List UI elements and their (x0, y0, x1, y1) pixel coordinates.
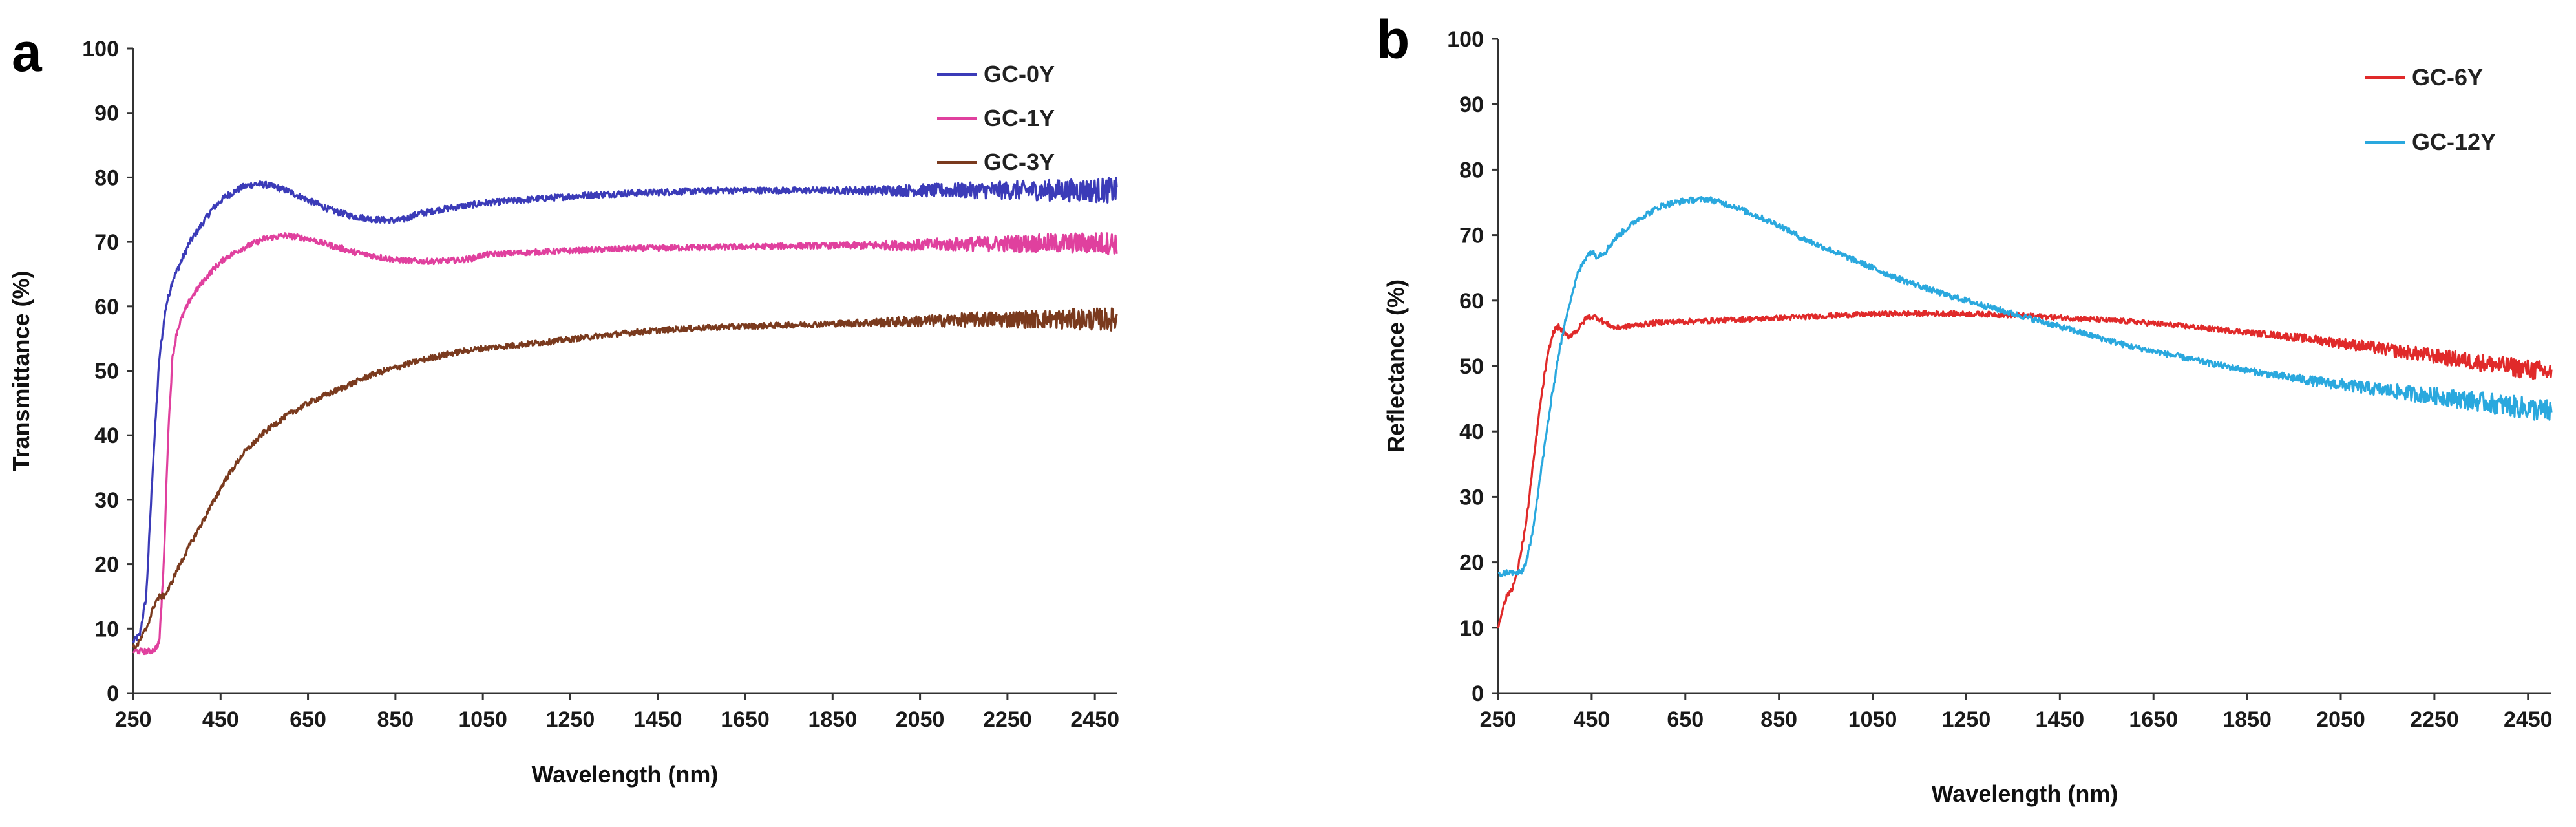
y-tick-label: 20 (1459, 551, 1484, 575)
x-tick-label: 1450 (633, 707, 682, 732)
x-tick-label: 650 (290, 707, 326, 732)
y-tick-label: 60 (1459, 289, 1484, 314)
x-tick-label: 250 (1480, 707, 1517, 732)
x-tick-label: 850 (377, 707, 414, 732)
y-tick-label: 40 (94, 424, 119, 448)
x-tick-label: 450 (202, 707, 239, 732)
y-tick-label: 70 (1459, 224, 1484, 248)
x-axis-title: Wavelength (nm) (532, 761, 719, 788)
y-axis-title: Reflectance (%) (1382, 279, 1409, 453)
x-tick-label: 850 (1760, 707, 1797, 732)
x-axis-title: Wavelength (nm) (1932, 780, 2118, 807)
series-line-gc-12y (1497, 196, 2553, 578)
y-tick-label: 10 (94, 617, 119, 641)
y-tick-label: 0 (1472, 682, 1484, 706)
x-tick-label: 2050 (2316, 707, 2365, 732)
x-tick-label: 2250 (983, 707, 1032, 732)
x-tick-label: 1050 (458, 707, 507, 732)
series-line-gc-0y (132, 177, 1118, 643)
y-axis-title: Transmittance (%) (8, 270, 34, 471)
legend-label: GC-3Y (984, 149, 1055, 175)
x-tick-label: 2050 (896, 707, 945, 732)
x-tick-label: 2450 (2504, 707, 2553, 732)
y-tick-label: 90 (1459, 92, 1484, 117)
panel-label: b (1377, 9, 1409, 70)
x-tick-label: 1650 (2129, 707, 2178, 732)
x-tick-label: 1250 (546, 707, 595, 732)
series-line-gc-3y (132, 307, 1118, 650)
legend-label: GC-1Y (984, 105, 1055, 131)
y-tick-label: 80 (94, 166, 119, 190)
x-tick-label: 1250 (1942, 707, 1991, 732)
y-tick-label: 30 (94, 488, 119, 513)
legend-label: GC-12Y (2412, 129, 2496, 155)
y-tick-label: 30 (1459, 485, 1484, 510)
x-tick-label: 650 (1667, 707, 1704, 732)
series-line-gc-1y (132, 232, 1118, 656)
x-tick-label: 1450 (2036, 707, 2085, 732)
legend-label: GC-6Y (2412, 64, 2483, 91)
series-line-gc-6y (1497, 310, 2553, 628)
y-tick-label: 100 (82, 37, 119, 61)
y-tick-label: 50 (94, 360, 119, 384)
panel-label: a (12, 22, 43, 83)
x-tick-label: 250 (115, 707, 152, 732)
x-tick-label: 1850 (2222, 707, 2272, 732)
x-tick-label: 1050 (1848, 707, 1897, 732)
x-tick-label: 2250 (2410, 707, 2459, 732)
y-tick-label: 50 (1459, 354, 1484, 379)
x-tick-label: 1650 (721, 707, 770, 732)
y-tick-label: 80 (1459, 158, 1484, 182)
y-tick-label: 90 (94, 102, 119, 126)
legend-label: GC-0Y (984, 61, 1055, 87)
y-tick-label: 20 (94, 553, 119, 577)
x-tick-label: 1850 (808, 707, 857, 732)
y-tick-label: 10 (1459, 616, 1484, 641)
x-tick-label: 2450 (1070, 707, 1119, 732)
y-tick-label: 70 (94, 230, 119, 255)
chart-panel-a: a 0 10 20 30 40 50 60 70 80 90 100 250 450 650 850 1050 1… (8, 22, 1119, 788)
x-tick-label: 450 (1574, 707, 1610, 732)
y-tick-label: 0 (107, 682, 119, 706)
y-tick-label: 40 (1459, 420, 1484, 444)
chart-panel-b: b 0 10 20 30 40 50 60 70 80 90 100 250 450 650 850 1050 1… (1377, 9, 2553, 807)
y-tick-label: 60 (94, 295, 119, 319)
y-tick-label: 100 (1447, 27, 1484, 52)
